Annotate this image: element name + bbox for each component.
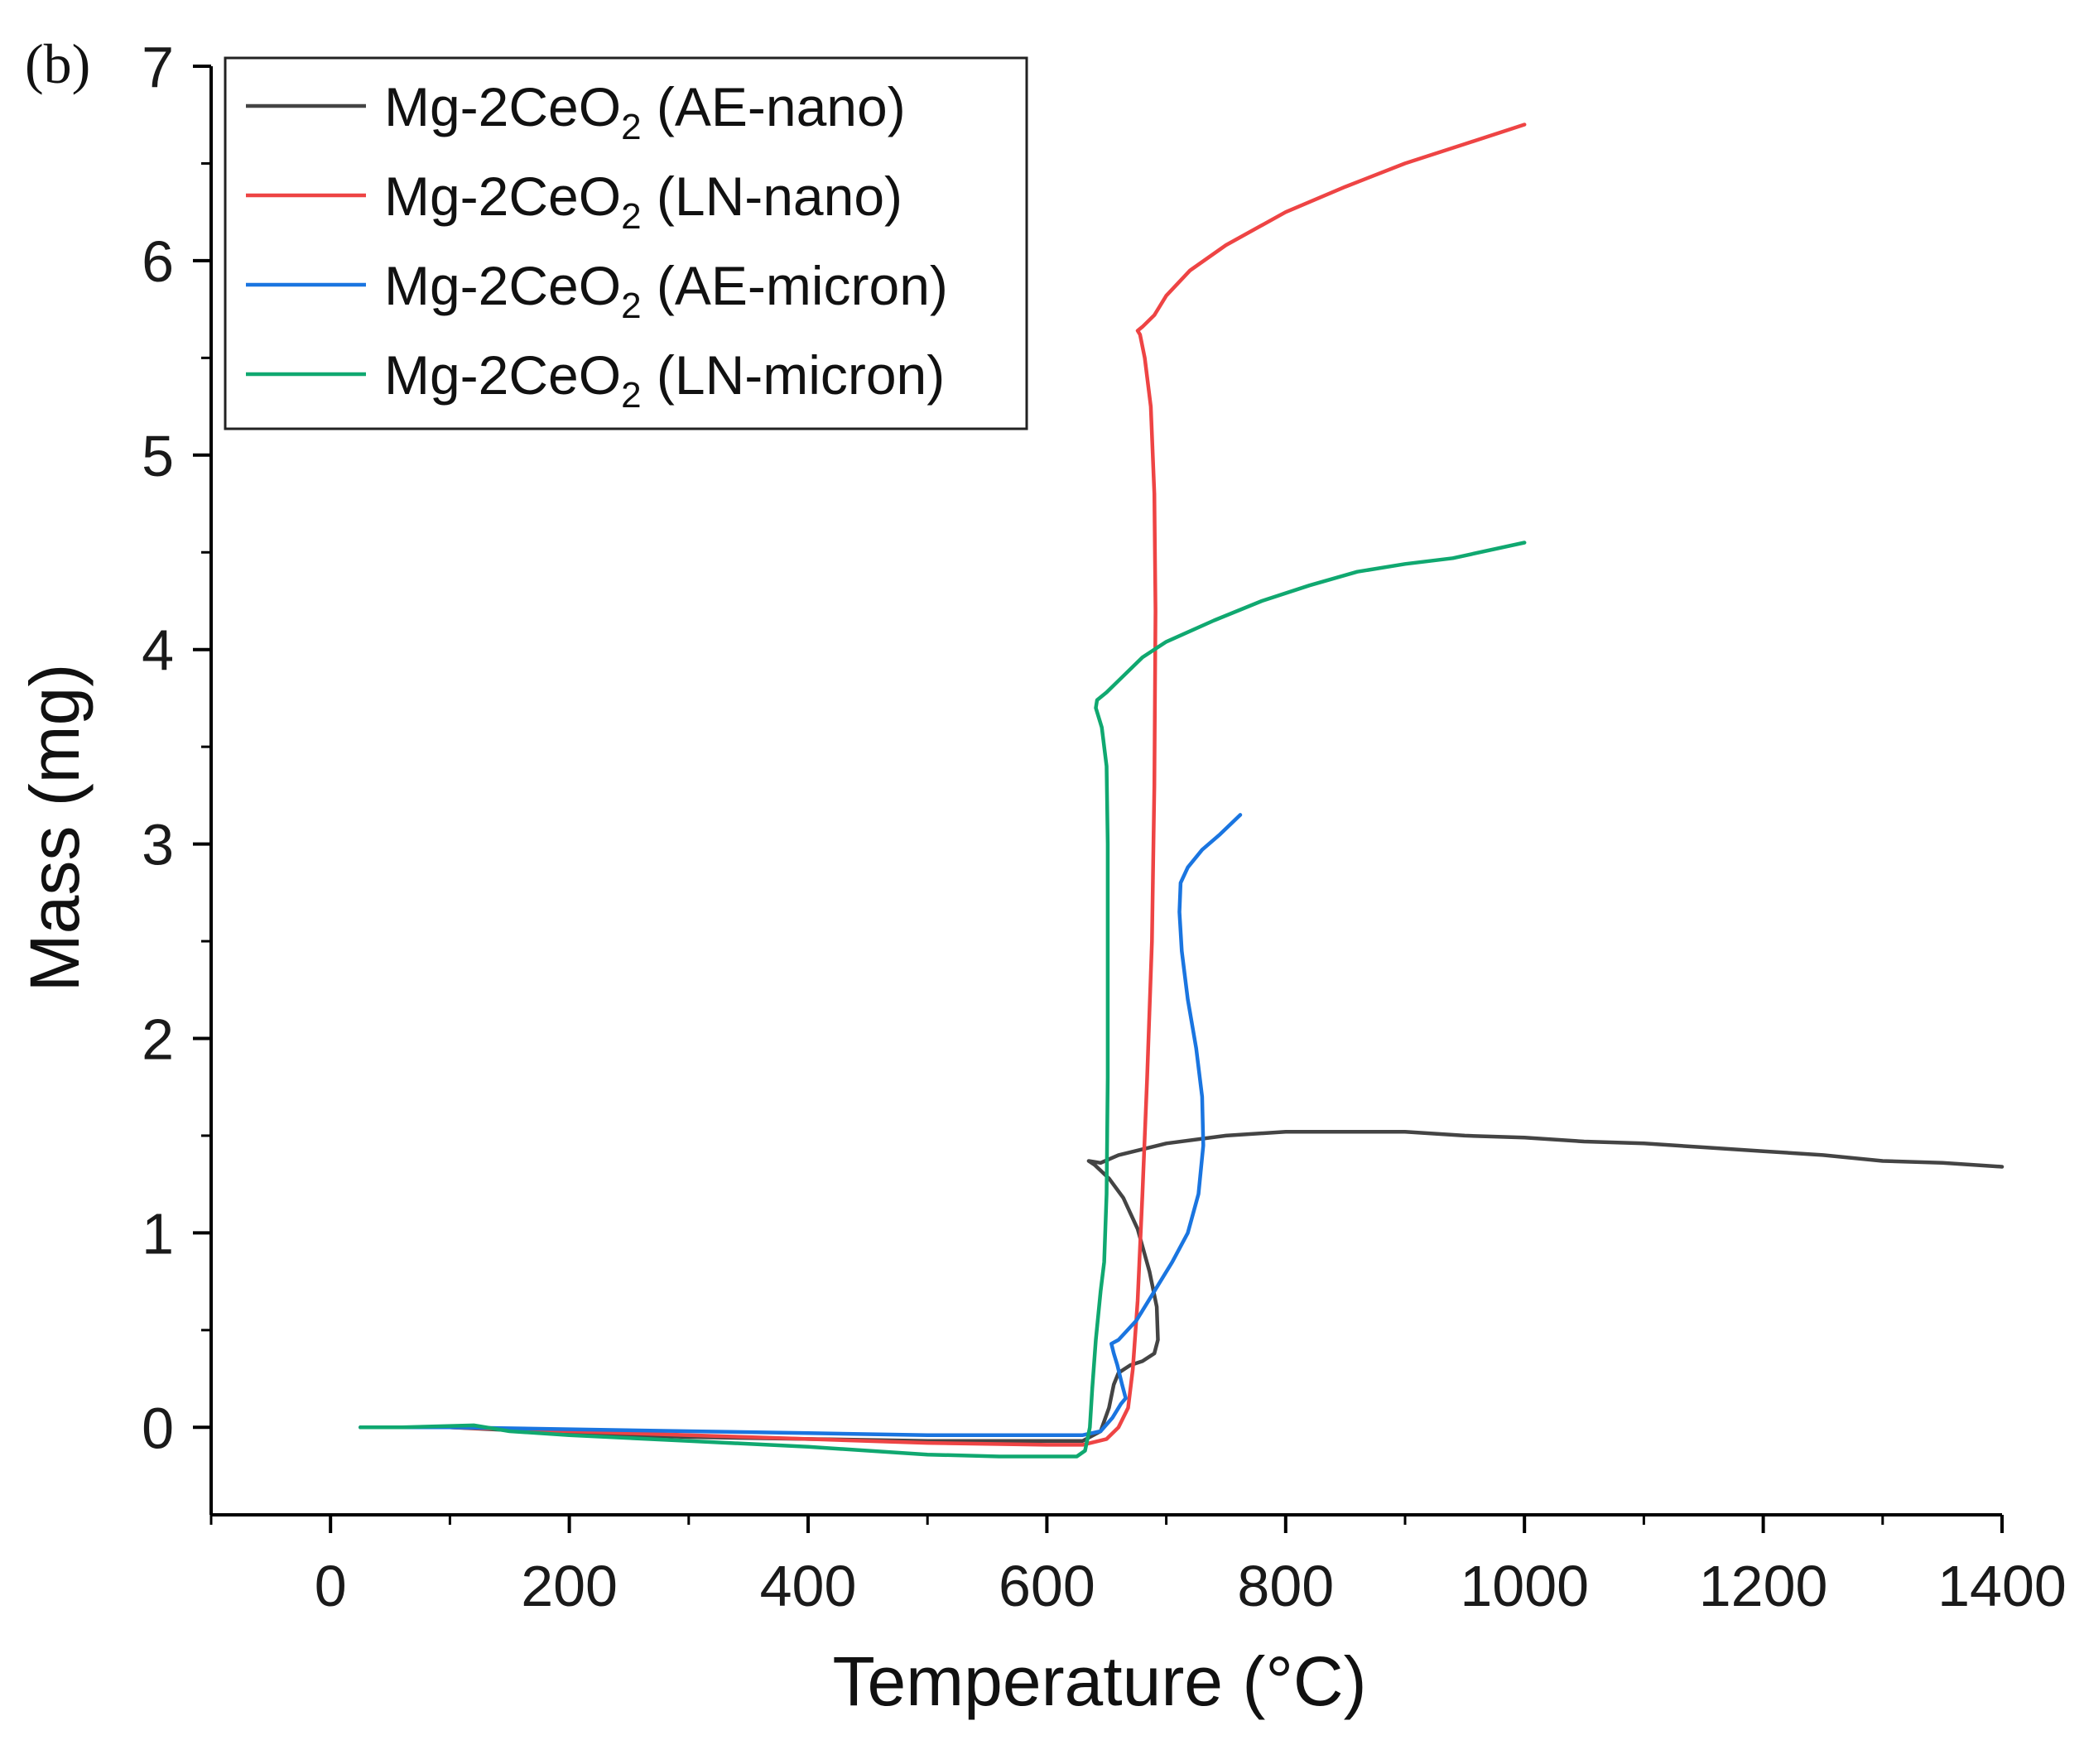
legend-entry: Mg-2CeO2 (AE-nano) xyxy=(384,76,906,147)
legend: Mg-2CeO2 (AE-nano) Mg-2CeO2 (LN-nano) Mg-2… xyxy=(224,56,1028,430)
x-tick-label: 600 xyxy=(999,1554,1095,1618)
series-line-1 xyxy=(359,123,1527,1447)
y-tick-label: 4 xyxy=(142,618,174,683)
y-tick-label: 0 xyxy=(142,1396,174,1460)
y-tick-label: 1 xyxy=(142,1201,174,1266)
x-tick-label: 200 xyxy=(521,1554,618,1618)
plot-axes xyxy=(209,66,2002,1516)
y-axis-title: Mass (mg) xyxy=(16,664,94,993)
y-tick-label: 6 xyxy=(142,229,174,294)
x-tick-label: 1400 xyxy=(1937,1554,2067,1618)
panel-label: (b) xyxy=(25,32,90,95)
series-line-3 xyxy=(359,541,1527,1459)
x-tick-label: 1200 xyxy=(1699,1554,1828,1618)
legend-box xyxy=(224,56,1028,430)
x-tick-label: 400 xyxy=(760,1554,857,1618)
x-tick-label: 0 xyxy=(315,1554,347,1618)
legend-entry: Mg-2CeO2 (LN-nano) xyxy=(384,166,902,237)
y-tick-label: 5 xyxy=(142,424,174,488)
axis-ticks: 0 200 400 600 800 1000 1200 1400 0 1 2 3 4 5 6 7 xyxy=(142,35,2067,1618)
y-tick-label: 3 xyxy=(142,813,174,877)
x-tick-label: 1000 xyxy=(1460,1554,1589,1618)
series-line-2 xyxy=(359,813,1243,1437)
series-line-0 xyxy=(359,1129,2005,1443)
x-axis-title: Temperature (°C) xyxy=(832,1642,1366,1720)
x-tick-label: 800 xyxy=(1237,1554,1334,1618)
y-tick-label: 7 xyxy=(142,35,174,99)
legend-entry: Mg-2CeO2 (LN-micron) xyxy=(384,344,945,416)
y-tick-label: 2 xyxy=(142,1007,174,1071)
legend-entry: Mg-2CeO2 (AE-micron) xyxy=(384,255,948,326)
series-layer xyxy=(359,123,2005,1459)
